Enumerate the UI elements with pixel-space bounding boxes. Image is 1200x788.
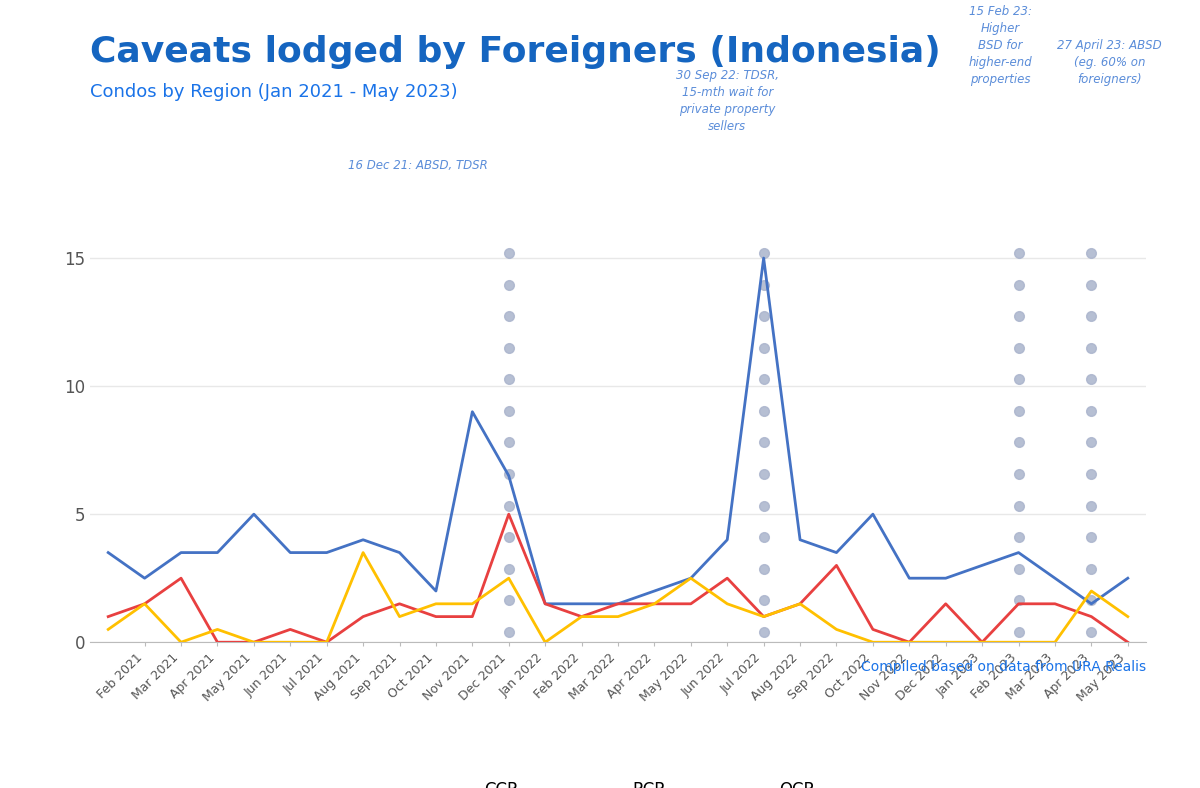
Text: @99.co: @99.co	[1008, 733, 1055, 745]
Text: @99.co.houseinsights: @99.co.houseinsights	[432, 760, 569, 772]
Text: @99dotco: @99dotco	[702, 717, 766, 730]
Text: @99.co.luxury: @99.co.luxury	[702, 764, 792, 777]
Text: Caveats lodged by Foreigners (Indonesia): Caveats lodged by Foreigners (Indonesia)	[90, 35, 941, 69]
Text: 27 April 23: ABSD
(eg. 60% on
foreigners): 27 April 23: ABSD (eg. 60% on foreigners…	[1057, 39, 1162, 86]
Text: @99.co.housetips: @99.co.housetips	[1008, 750, 1120, 763]
Text: ⊙ 99.co: ⊙ 99.co	[30, 737, 130, 760]
Text: Condos by Region (Jan 2021 - May 2023): Condos by Region (Jan 2021 - May 2023)	[90, 83, 457, 101]
Text: 30 Sep 22: TDSR,
15-mth wait for
private property
sellers: 30 Sep 22: TDSR, 15-mth wait for private…	[676, 69, 779, 133]
Text: 📷: 📷	[379, 740, 389, 757]
Text: 15 Feb 23:
Higher
BSD for
higher-end
properties: 15 Feb 23: Higher BSD for higher-end pro…	[968, 5, 1032, 86]
Text: @99.co.housetips: @99.co.housetips	[432, 742, 542, 755]
Text: @99.co: @99.co	[432, 725, 479, 738]
Text: f: f	[652, 738, 661, 759]
Legend: CCR, RCR, OCR: CCR, RCR, OCR	[414, 775, 822, 788]
Text: Compiled based on data from URA Realis: Compiled based on data from URA Realis	[860, 660, 1146, 674]
Text: @99.co.condo: @99.co.condo	[702, 749, 791, 761]
Text: 16 Dec 21: ABSD, TDSR: 16 Dec 21: ABSD, TDSR	[348, 159, 487, 173]
Text: @99.co.hdb: @99.co.hdb	[702, 733, 776, 745]
Text: ♪: ♪	[960, 739, 972, 758]
